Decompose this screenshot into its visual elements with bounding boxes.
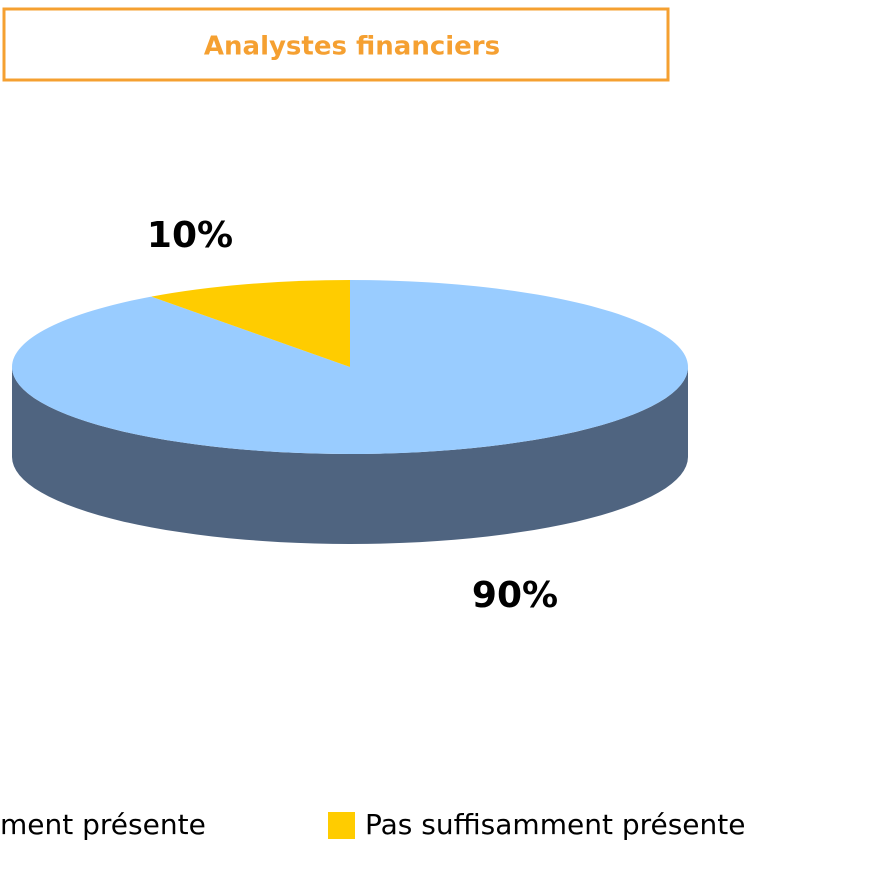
data-label: 90%: [472, 575, 558, 616]
pie-slice: [11, 280, 688, 455]
legend-swatch: [328, 812, 355, 839]
legend-label: Pas suffisamment présente: [365, 808, 746, 841]
pie-slice: [151, 280, 350, 367]
chart-title: Analystes financiers: [204, 32, 500, 62]
title-box: [2, 7, 670, 82]
data-label: 10%: [147, 215, 233, 256]
legend-label: ment présente: [0, 808, 206, 841]
pie-side: [12, 367, 688, 544]
